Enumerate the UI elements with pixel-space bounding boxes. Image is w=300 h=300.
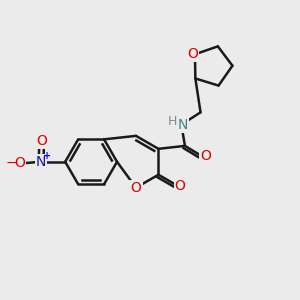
Text: O: O [175,179,186,193]
Text: O: O [36,134,47,148]
Text: O: O [200,149,211,163]
Text: −: − [5,156,17,170]
Text: O: O [14,156,25,170]
Text: O: O [130,181,141,195]
Text: +: + [43,151,51,161]
Text: N: N [178,118,188,132]
Text: O: O [187,47,198,61]
Text: N: N [36,155,46,169]
Text: H: H [167,115,177,128]
